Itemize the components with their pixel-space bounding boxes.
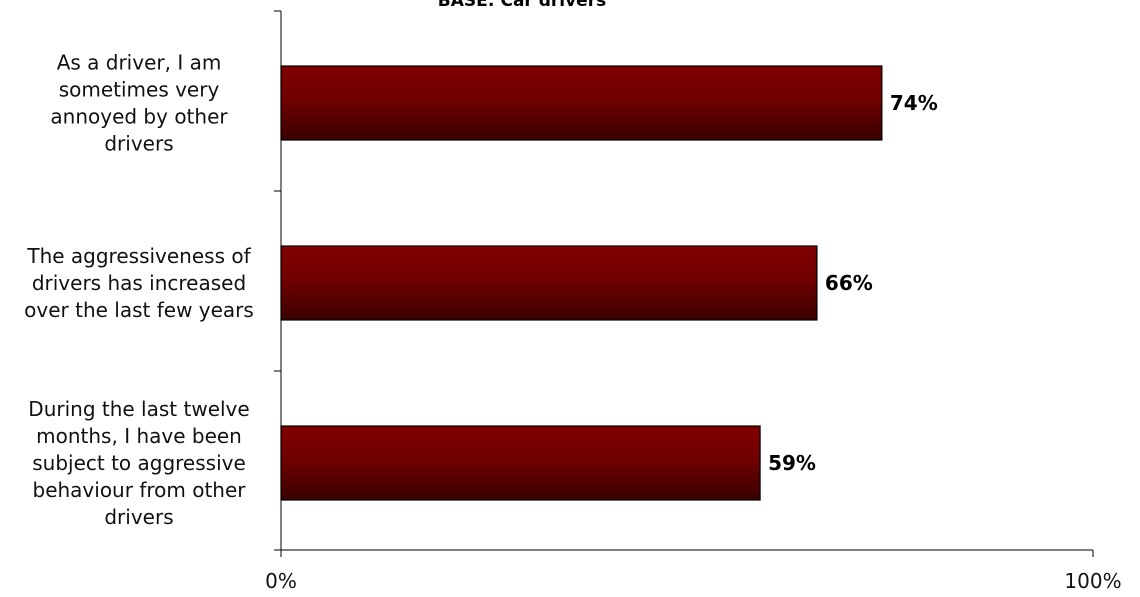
- bar: [280, 425, 761, 501]
- category-label: As a driver, I am sometimes very annoyed b…: [50, 51, 228, 156]
- bars: [280, 65, 883, 501]
- chart-title: BASE: Car drivers: [438, 0, 606, 11]
- category-label: The aggressiveness of drivers has increas…: [24, 244, 254, 322]
- data-label: 74%: [890, 91, 938, 115]
- axes: 0% 100%: [265, 10, 1122, 593]
- category-label: During the last twelve months, I have bee…: [28, 397, 249, 529]
- x-tick-label: 0%: [265, 569, 297, 593]
- labels: 74% As a driver, I am sometimes very annoye…: [24, 51, 938, 530]
- data-label: 59%: [768, 451, 816, 475]
- bar: [280, 245, 818, 321]
- data-label: 66%: [825, 271, 873, 295]
- x-tick-label: 100%: [1064, 569, 1121, 593]
- bar: [280, 65, 883, 141]
